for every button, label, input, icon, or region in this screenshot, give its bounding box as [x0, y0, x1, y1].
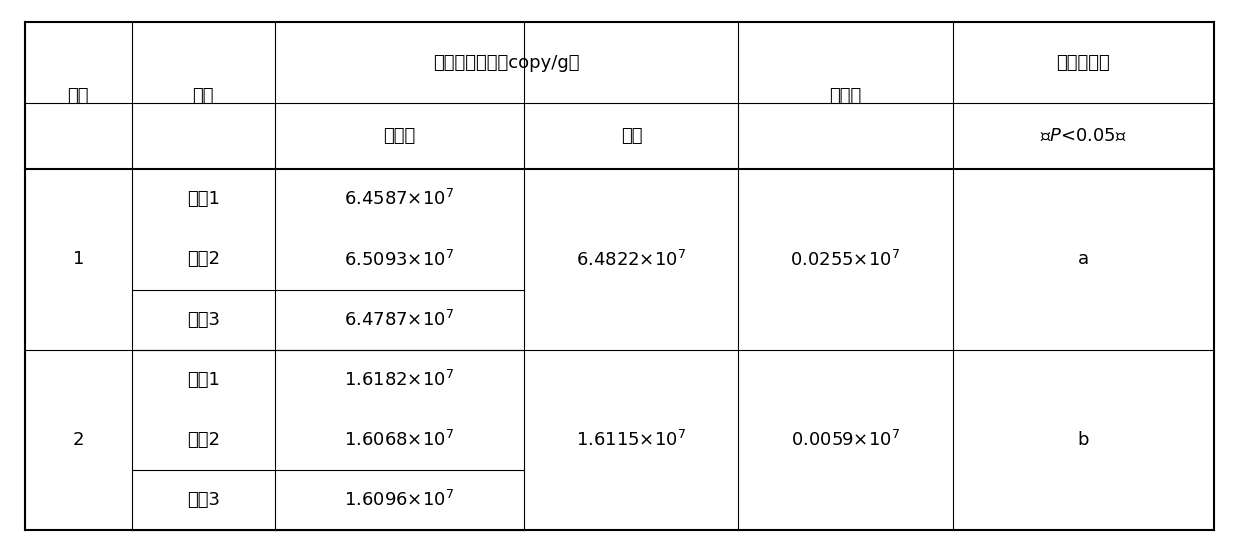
Text: 差异显著性: 差异显著性 — [1057, 54, 1110, 72]
Text: 重复1: 重复1 — [187, 371, 219, 389]
Text: 均值: 均值 — [621, 128, 642, 145]
Text: 土壤真菌数量（copy/g）: 土壤真菌数量（copy/g） — [434, 54, 580, 72]
Text: 1.6096×10$^7$: 1.6096×10$^7$ — [344, 490, 455, 510]
Text: 重复2: 重复2 — [187, 251, 219, 268]
Text: 1.6182×10$^7$: 1.6182×10$^7$ — [344, 370, 455, 390]
Text: 重复3: 重复3 — [187, 491, 219, 509]
Text: 0.0255×10$^7$: 0.0255×10$^7$ — [790, 250, 901, 269]
Text: 1: 1 — [73, 251, 84, 268]
Text: 6.4587×10$^7$: 6.4587×10$^7$ — [344, 189, 455, 209]
Text: 6.4822×10$^7$: 6.4822×10$^7$ — [576, 250, 686, 269]
Text: 0.0059×10$^7$: 0.0059×10$^7$ — [790, 429, 900, 450]
Text: 2: 2 — [73, 431, 84, 449]
Text: 6.5093×10$^7$: 6.5093×10$^7$ — [344, 250, 455, 269]
Text: a: a — [1078, 251, 1089, 268]
Text: 处理: 处理 — [68, 87, 89, 105]
Text: 1.6115×10$^7$: 1.6115×10$^7$ — [576, 429, 686, 450]
Text: 重复2: 重复2 — [187, 431, 219, 449]
Text: 重复3: 重复3 — [187, 311, 219, 328]
Text: 测定值: 测定值 — [383, 128, 415, 145]
Text: 重复: 重复 — [192, 87, 214, 105]
Text: 6.4787×10$^7$: 6.4787×10$^7$ — [344, 310, 455, 330]
Text: 1.6068×10$^7$: 1.6068×10$^7$ — [344, 429, 455, 450]
Text: 标准差: 标准差 — [829, 87, 861, 105]
Text: 重复1: 重复1 — [187, 190, 219, 209]
Text: （$\it{P}$<0.05）: （$\it{P}$<0.05） — [1041, 128, 1126, 145]
Text: b: b — [1078, 431, 1089, 449]
